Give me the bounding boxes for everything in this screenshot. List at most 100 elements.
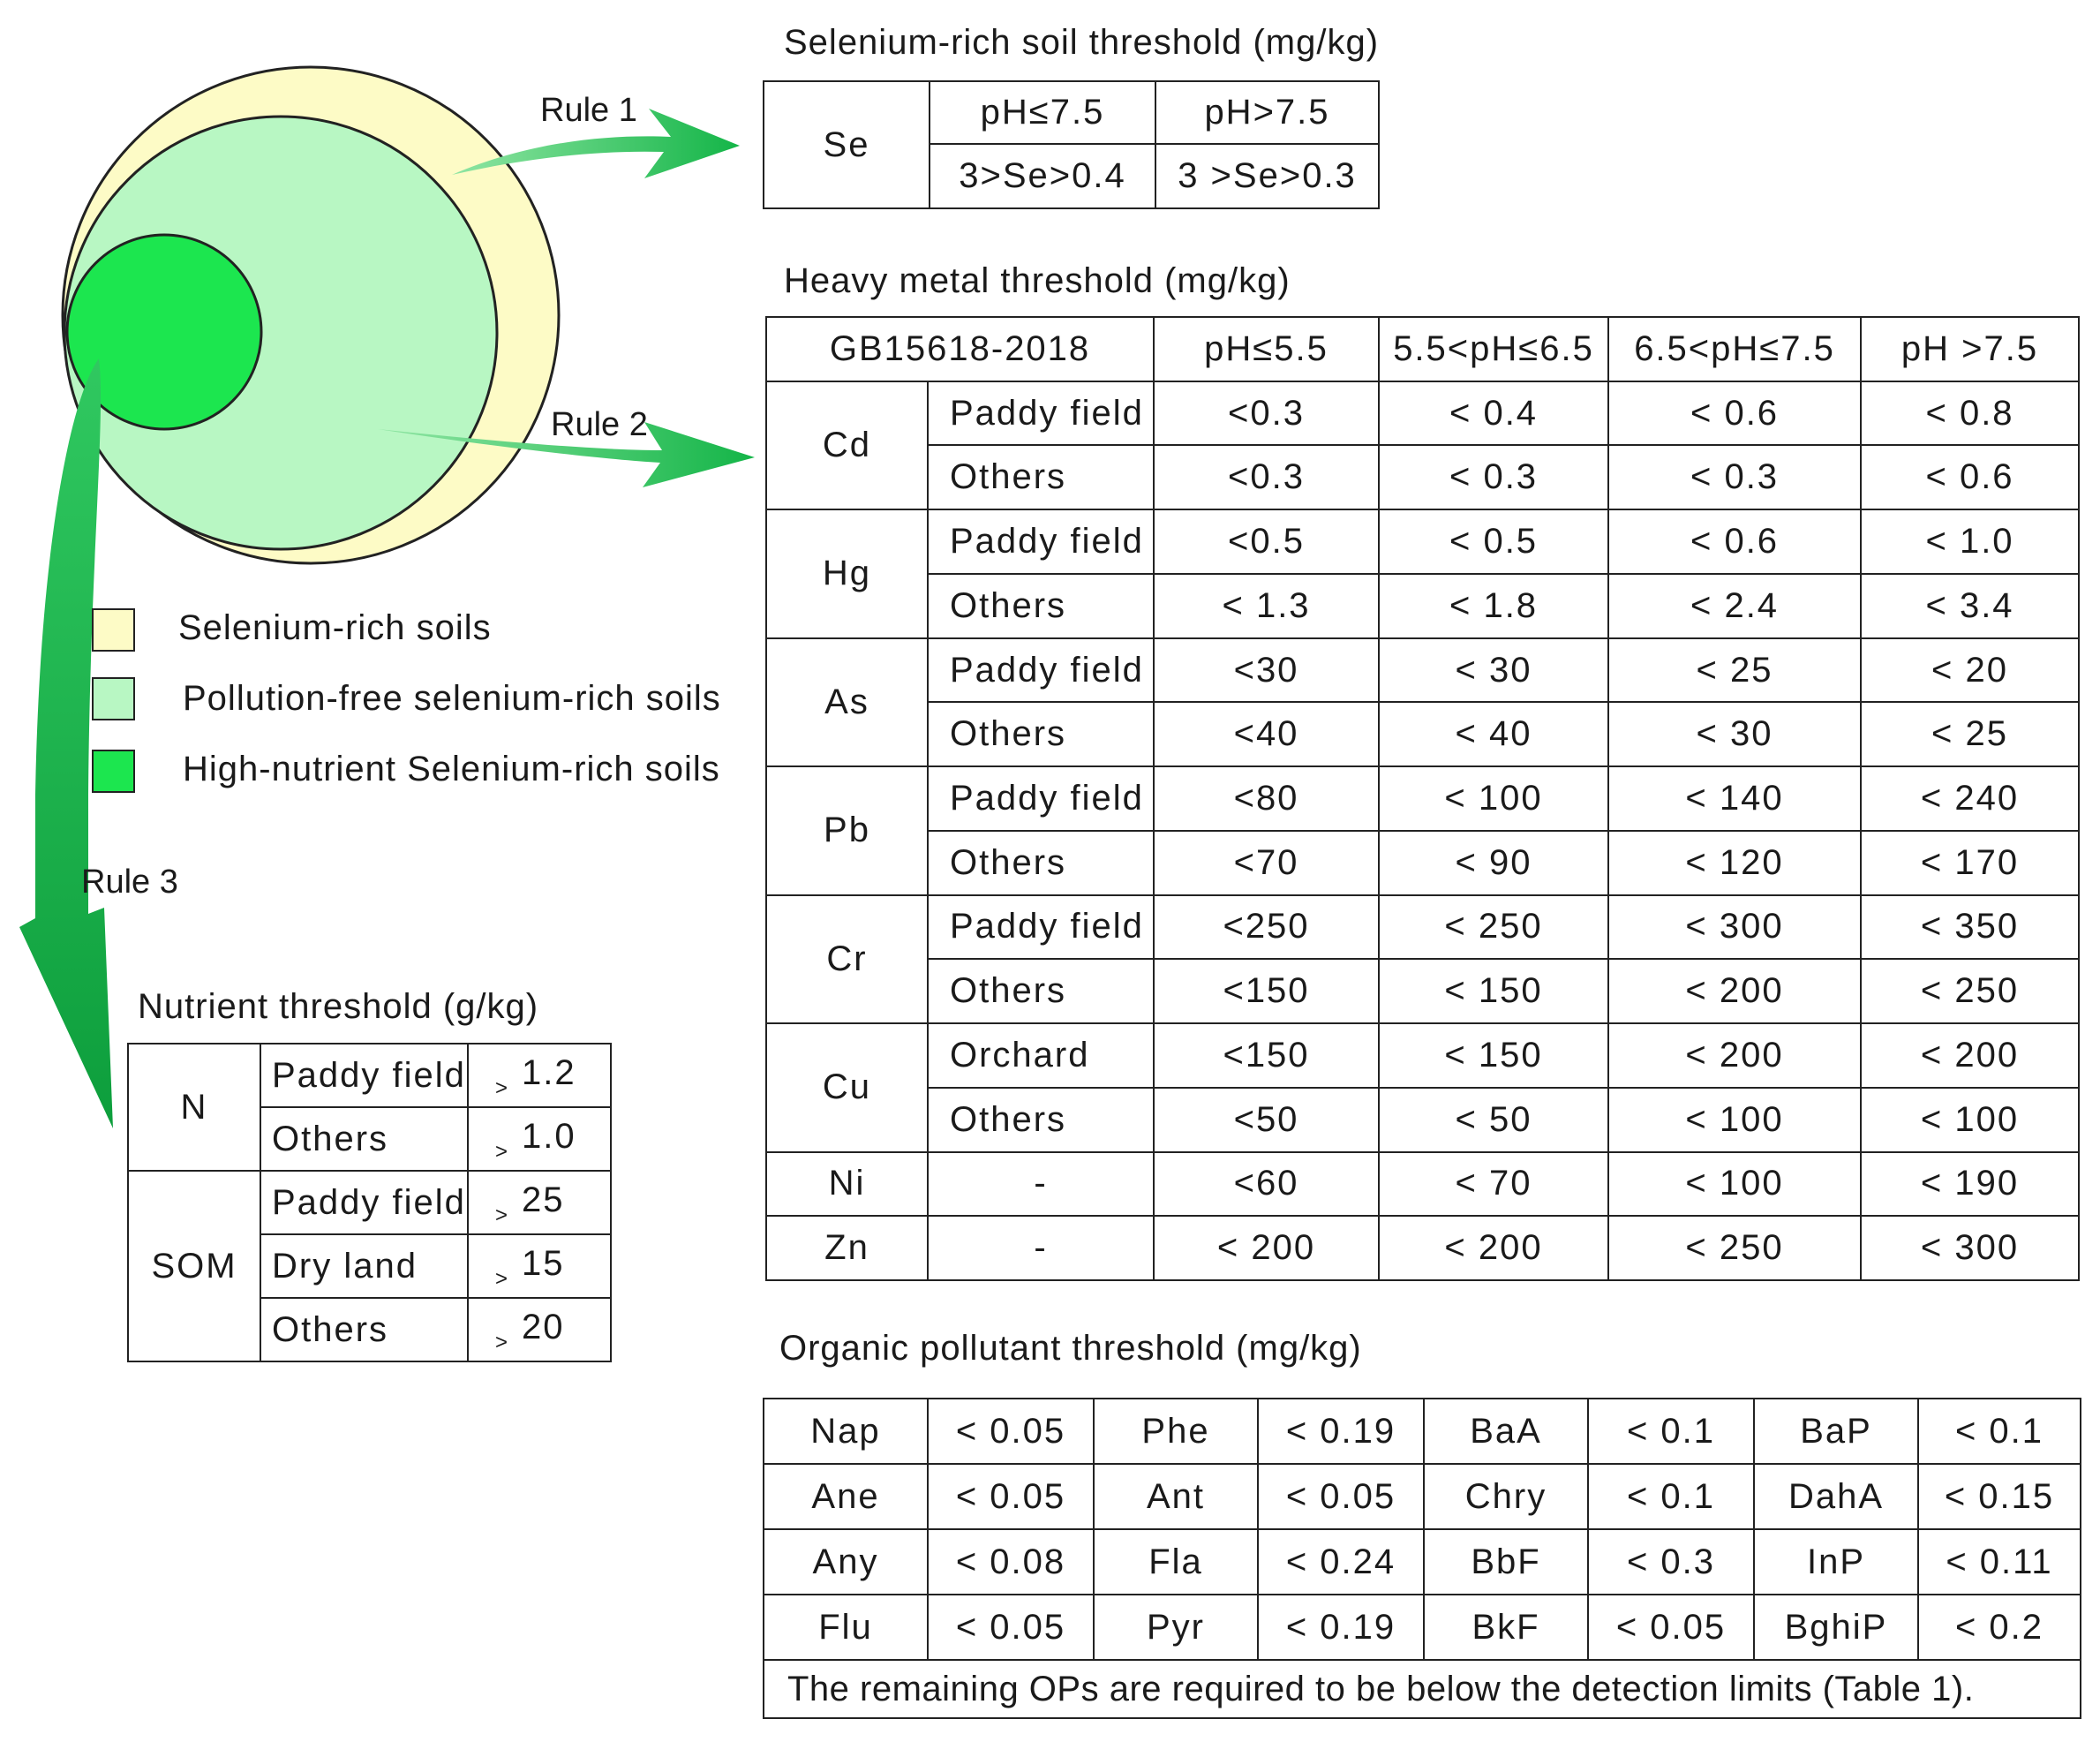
threshold-value: < 1.8 [1378, 572, 1610, 639]
pollutant-threshold: < 0.19 [1257, 1398, 1425, 1465]
pollutant-threshold: < 0.05 [927, 1398, 1095, 1465]
threshold-value: <150 [1153, 1022, 1381, 1089]
threshold-value: < 150 [1378, 1022, 1610, 1089]
nutrient-value: 20 [522, 1308, 565, 1346]
pollutant-name: BaA [1423, 1398, 1589, 1465]
rule2-arrow [378, 422, 755, 487]
rule3-label: Rule 3 [81, 863, 178, 901]
threshold-value: < 0.8 [1860, 380, 2081, 447]
nutrient-value-cell: >1.2 [467, 1043, 612, 1108]
threshold-value: < 30 [1607, 701, 1863, 768]
element-cell: Pb [765, 765, 929, 896]
pollutant-threshold: < 0.15 [1917, 1463, 2081, 1530]
pollutant-threshold: < 0.05 [927, 1463, 1095, 1530]
pollutant-threshold: < 0.08 [927, 1528, 1095, 1595]
element-cell: Cu [765, 1022, 929, 1153]
pollutant-name: Any [763, 1528, 929, 1595]
threshold-value: < 350 [1860, 894, 2081, 961]
organic-footer-note: The remaining OPs are required to be bel… [763, 1659, 2081, 1719]
threshold-value: < 250 [1860, 958, 2081, 1025]
ph-header: 6.5<pH≤7.5 [1607, 316, 1863, 382]
threshold-value: < 0.3 [1607, 444, 1863, 511]
threshold-value: < 120 [1607, 829, 1863, 896]
rule3-arrow [19, 358, 113, 1128]
land-type-cell: Others [926, 444, 1155, 511]
threshold-value: < 0.6 [1607, 380, 1863, 447]
threshold-value: <150 [1153, 958, 1381, 1025]
threshold-value: <30 [1153, 637, 1381, 704]
land-type-cell: Orchard [926, 1022, 1155, 1089]
threshold-value: < 25 [1607, 637, 1863, 704]
threshold-value: < 140 [1607, 765, 1863, 832]
pollutant-name: Phe [1093, 1398, 1259, 1465]
pollutant-name: Nap [763, 1398, 929, 1465]
ph-header: 5.5<pH≤6.5 [1378, 316, 1610, 382]
nutrient-table: N Paddy field >1.2 Others >1.0 SOM Paddy field… [127, 1043, 612, 1362]
legend-label-high-nutrient: High-nutrient Selenium-rich soils [183, 750, 720, 788]
pollutant-name: BghiP [1753, 1594, 1919, 1661]
element-cell: Hg [765, 509, 929, 639]
legend-label-selenium-rich: Selenium-rich soils [178, 608, 492, 647]
threshold-value: < 250 [1607, 1215, 1863, 1281]
threshold-value: < 0.5 [1378, 509, 1610, 575]
threshold-value: < 0.6 [1860, 444, 2081, 511]
land-type-cell: - [926, 1150, 1155, 1218]
nutrient-value: 1.0 [522, 1117, 576, 1156]
rule1-label: Rule 1 [540, 92, 637, 129]
nutrient-value-cell: >15 [467, 1233, 612, 1299]
threshold-value: < 200 [1607, 958, 1863, 1025]
land-type-cell: Paddy field [926, 509, 1155, 575]
threshold-value: < 90 [1378, 829, 1610, 896]
pollutant-name: Chry [1423, 1463, 1589, 1530]
ph-header: pH≤5.5 [1153, 316, 1381, 382]
threshold-value: < 40 [1378, 701, 1610, 768]
threshold-value: < 20 [1860, 637, 2081, 704]
standard-header: GB15618-2018 [764, 316, 1155, 382]
pollutant-name: InP [1753, 1528, 1919, 1595]
threshold-value: <50 [1153, 1086, 1381, 1153]
threshold-value: < 2.4 [1607, 572, 1863, 639]
pollutant-threshold: < 0.1 [1587, 1398, 1755, 1465]
threshold-value: <0.3 [1153, 380, 1381, 447]
pollutant-threshold: < 0.11 [1917, 1528, 2081, 1595]
land-type-cell: Others [926, 1086, 1155, 1153]
land-type-cell: Paddy field [926, 380, 1155, 447]
greater-than-symbol: > [495, 1203, 510, 1227]
pollutant-threshold: < 0.1 [1917, 1398, 2081, 1465]
ph-header: pH >7.5 [1860, 316, 2081, 382]
pollutant-threshold: < 0.05 [1257, 1463, 1425, 1530]
nutrient-title: Nutrient threshold (g/kg) [138, 987, 539, 1026]
threshold-value: < 240 [1860, 765, 2081, 832]
organic-pollutant-table: Nap < 0.05 Phe < 0.19 BaA < 0.1 BaP < 0.1 Ane < 0… [763, 1398, 2081, 1719]
threshold-value: < 100 [1378, 765, 1610, 832]
threshold-value: < 0.6 [1607, 509, 1863, 575]
pollutant-name: Fla [1093, 1528, 1259, 1595]
pollutant-threshold: < 0.3 [1587, 1528, 1755, 1595]
land-type-cell: Others [926, 572, 1155, 639]
pollutant-threshold: < 0.2 [1917, 1594, 2081, 1661]
pollutant-threshold: < 0.1 [1587, 1463, 1755, 1530]
se-table: Se pH≤7.5 pH>7.5 3>Se>0.4 3 >Se>0.3 [763, 79, 1380, 209]
greater-than-symbol: > [495, 1140, 510, 1164]
threshold-value: < 100 [1860, 1086, 2081, 1153]
element-cell: Ni [765, 1150, 929, 1218]
pollutant-name: Pyr [1093, 1594, 1259, 1661]
element-cell: Cr [765, 894, 929, 1025]
threshold-value: < 190 [1860, 1150, 2081, 1218]
se-table-title: Selenium-rich soil threshold (mg/kg) [784, 23, 1380, 62]
nutrient-land-type: Dry land [260, 1233, 469, 1299]
element-cell: Cd [765, 380, 929, 511]
land-type-cell: Paddy field [926, 894, 1155, 961]
threshold-value: < 100 [1607, 1150, 1863, 1218]
element-cell: Zn [765, 1215, 929, 1281]
threshold-value: < 30 [1378, 637, 1610, 704]
threshold-value: <250 [1153, 894, 1381, 961]
greater-than-symbol: > [495, 1331, 510, 1354]
threshold-value: < 1.3 [1153, 572, 1381, 639]
legend-swatch-pollution-free [92, 677, 135, 720]
heavy-metal-title: Heavy metal threshold (mg/kg) [784, 261, 1291, 300]
threshold-value: < 250 [1378, 894, 1610, 961]
pollutant-name: Flu [763, 1594, 929, 1661]
pollutant-name: DahA [1753, 1463, 1919, 1530]
